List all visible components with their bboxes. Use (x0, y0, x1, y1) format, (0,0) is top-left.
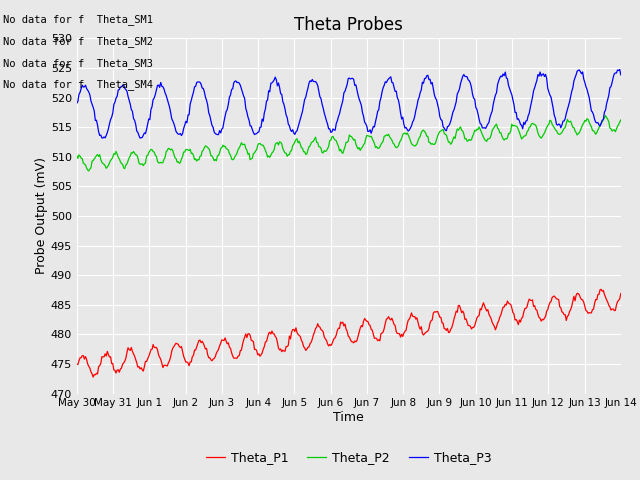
Theta_P1 (332, 332, 340, 338)
Theta_P1 (520, 309, 527, 315)
Theta_P2 (85, 168, 93, 174)
Line: Theta_P3: Theta_P3 (77, 70, 621, 138)
Theta_P3 (369, 127, 376, 133)
X-axis label: Time: Time (333, 411, 364, 424)
Theta_P3 (398, 116, 406, 122)
Theta_P3 (617, 72, 625, 78)
Theta_P3 (136, 135, 144, 141)
Theta_P1 (606, 304, 614, 310)
Theta_P2 (73, 153, 81, 159)
Theta_P3 (616, 67, 623, 72)
Legend: Theta_P1, Theta_P2, Theta_P3: Theta_P1, Theta_P2, Theta_P3 (201, 446, 497, 469)
Theta_P1 (369, 327, 376, 333)
Theta_P3 (336, 111, 344, 117)
Theta_P3 (605, 93, 612, 98)
Theta_P2 (606, 125, 614, 131)
Theta_P3 (332, 120, 340, 126)
Theta_P1 (73, 361, 81, 367)
Text: No data for f  Theta_SM1: No data for f Theta_SM1 (3, 14, 153, 25)
Text: No data for f  Theta_SM2: No data for f Theta_SM2 (3, 36, 153, 47)
Theta_P1 (90, 374, 97, 380)
Theta_P3 (520, 120, 527, 125)
Theta_P2 (369, 136, 376, 142)
Theta_P1 (617, 291, 625, 297)
Text: No data for f  Theta_SM3: No data for f Theta_SM3 (3, 58, 153, 69)
Theta_P2 (398, 135, 406, 141)
Line: Theta_P2: Theta_P2 (77, 116, 621, 171)
Theta_P1 (398, 331, 406, 337)
Theta_P2 (520, 133, 527, 139)
Theta_P2 (332, 138, 340, 144)
Theta_P2 (336, 148, 344, 154)
Theta_P3 (73, 100, 81, 106)
Line: Theta_P1: Theta_P1 (77, 289, 621, 377)
Text: No data for f  Theta_SM4: No data for f Theta_SM4 (3, 79, 153, 90)
Y-axis label: Probe Output (mV): Probe Output (mV) (35, 157, 48, 275)
Title: Theta Probes: Theta Probes (294, 16, 403, 34)
Theta_P2 (602, 113, 609, 119)
Theta_P2 (617, 117, 625, 123)
Theta_P1 (597, 287, 605, 292)
Theta_P1 (336, 325, 344, 331)
